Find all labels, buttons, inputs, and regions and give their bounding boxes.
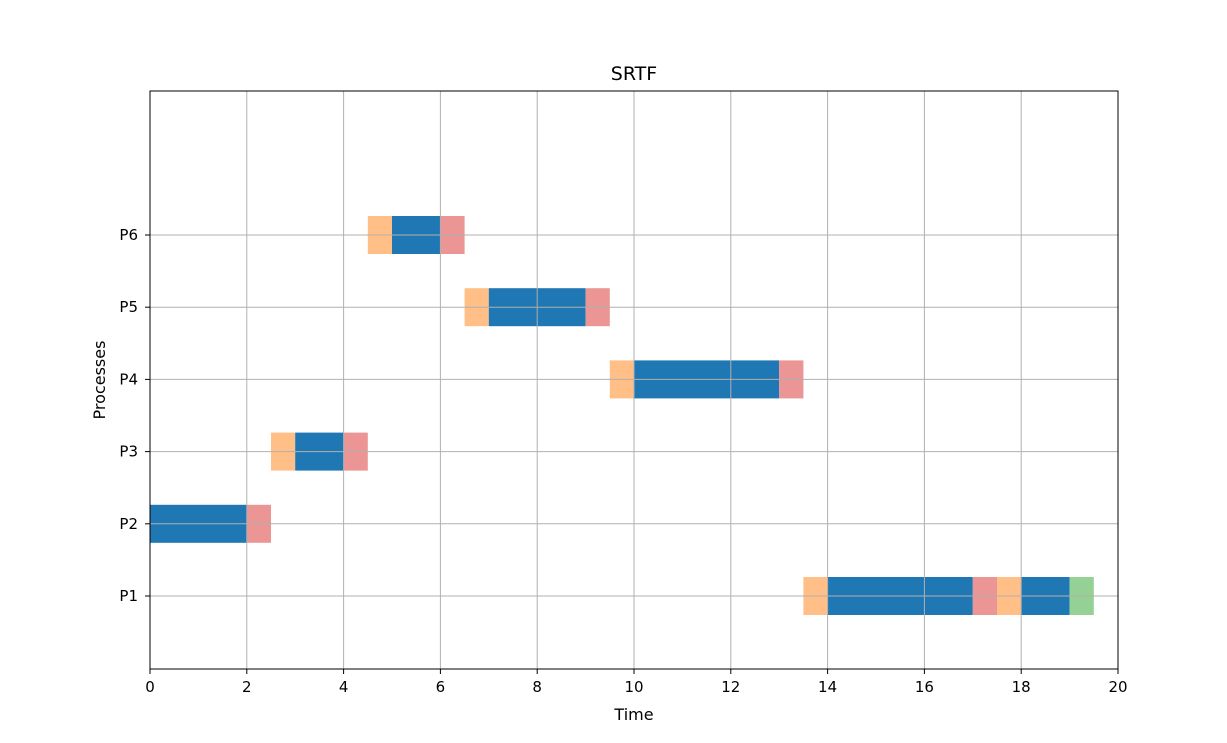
y-axis-label: Processes	[90, 341, 109, 420]
y-tick-label-p3: P3	[119, 443, 138, 461]
x-tick-label: 8	[532, 678, 542, 696]
y-tick-label-p5: P5	[119, 298, 138, 316]
y-tick-label-p1: P1	[119, 587, 138, 605]
x-tick-label: 6	[436, 678, 446, 696]
x-tick-label: 18	[1012, 678, 1031, 696]
y-axis-ticks: P1 P2 P3 P4 P5 P6	[119, 226, 150, 605]
gantt-bars	[150, 216, 1094, 615]
chart-title: SRTF	[611, 63, 657, 85]
x-tick-label: 4	[339, 678, 349, 696]
x-axis-ticks: 0 2 4 6 8 10 12 14 16 18 20	[145, 669, 1128, 696]
x-tick-label: 20	[1108, 678, 1127, 696]
x-tick-label: 12	[721, 678, 740, 696]
x-axis-label: Time	[613, 705, 653, 724]
x-tick-label: 16	[915, 678, 934, 696]
y-tick-label-p4: P4	[119, 370, 138, 388]
y-tick-label-p6: P6	[119, 226, 138, 244]
x-tick-label: 10	[624, 678, 643, 696]
x-tick-label: 2	[242, 678, 252, 696]
x-tick-label: 0	[145, 678, 155, 696]
x-tick-label: 14	[818, 678, 837, 696]
y-tick-label-p2: P2	[119, 515, 138, 533]
